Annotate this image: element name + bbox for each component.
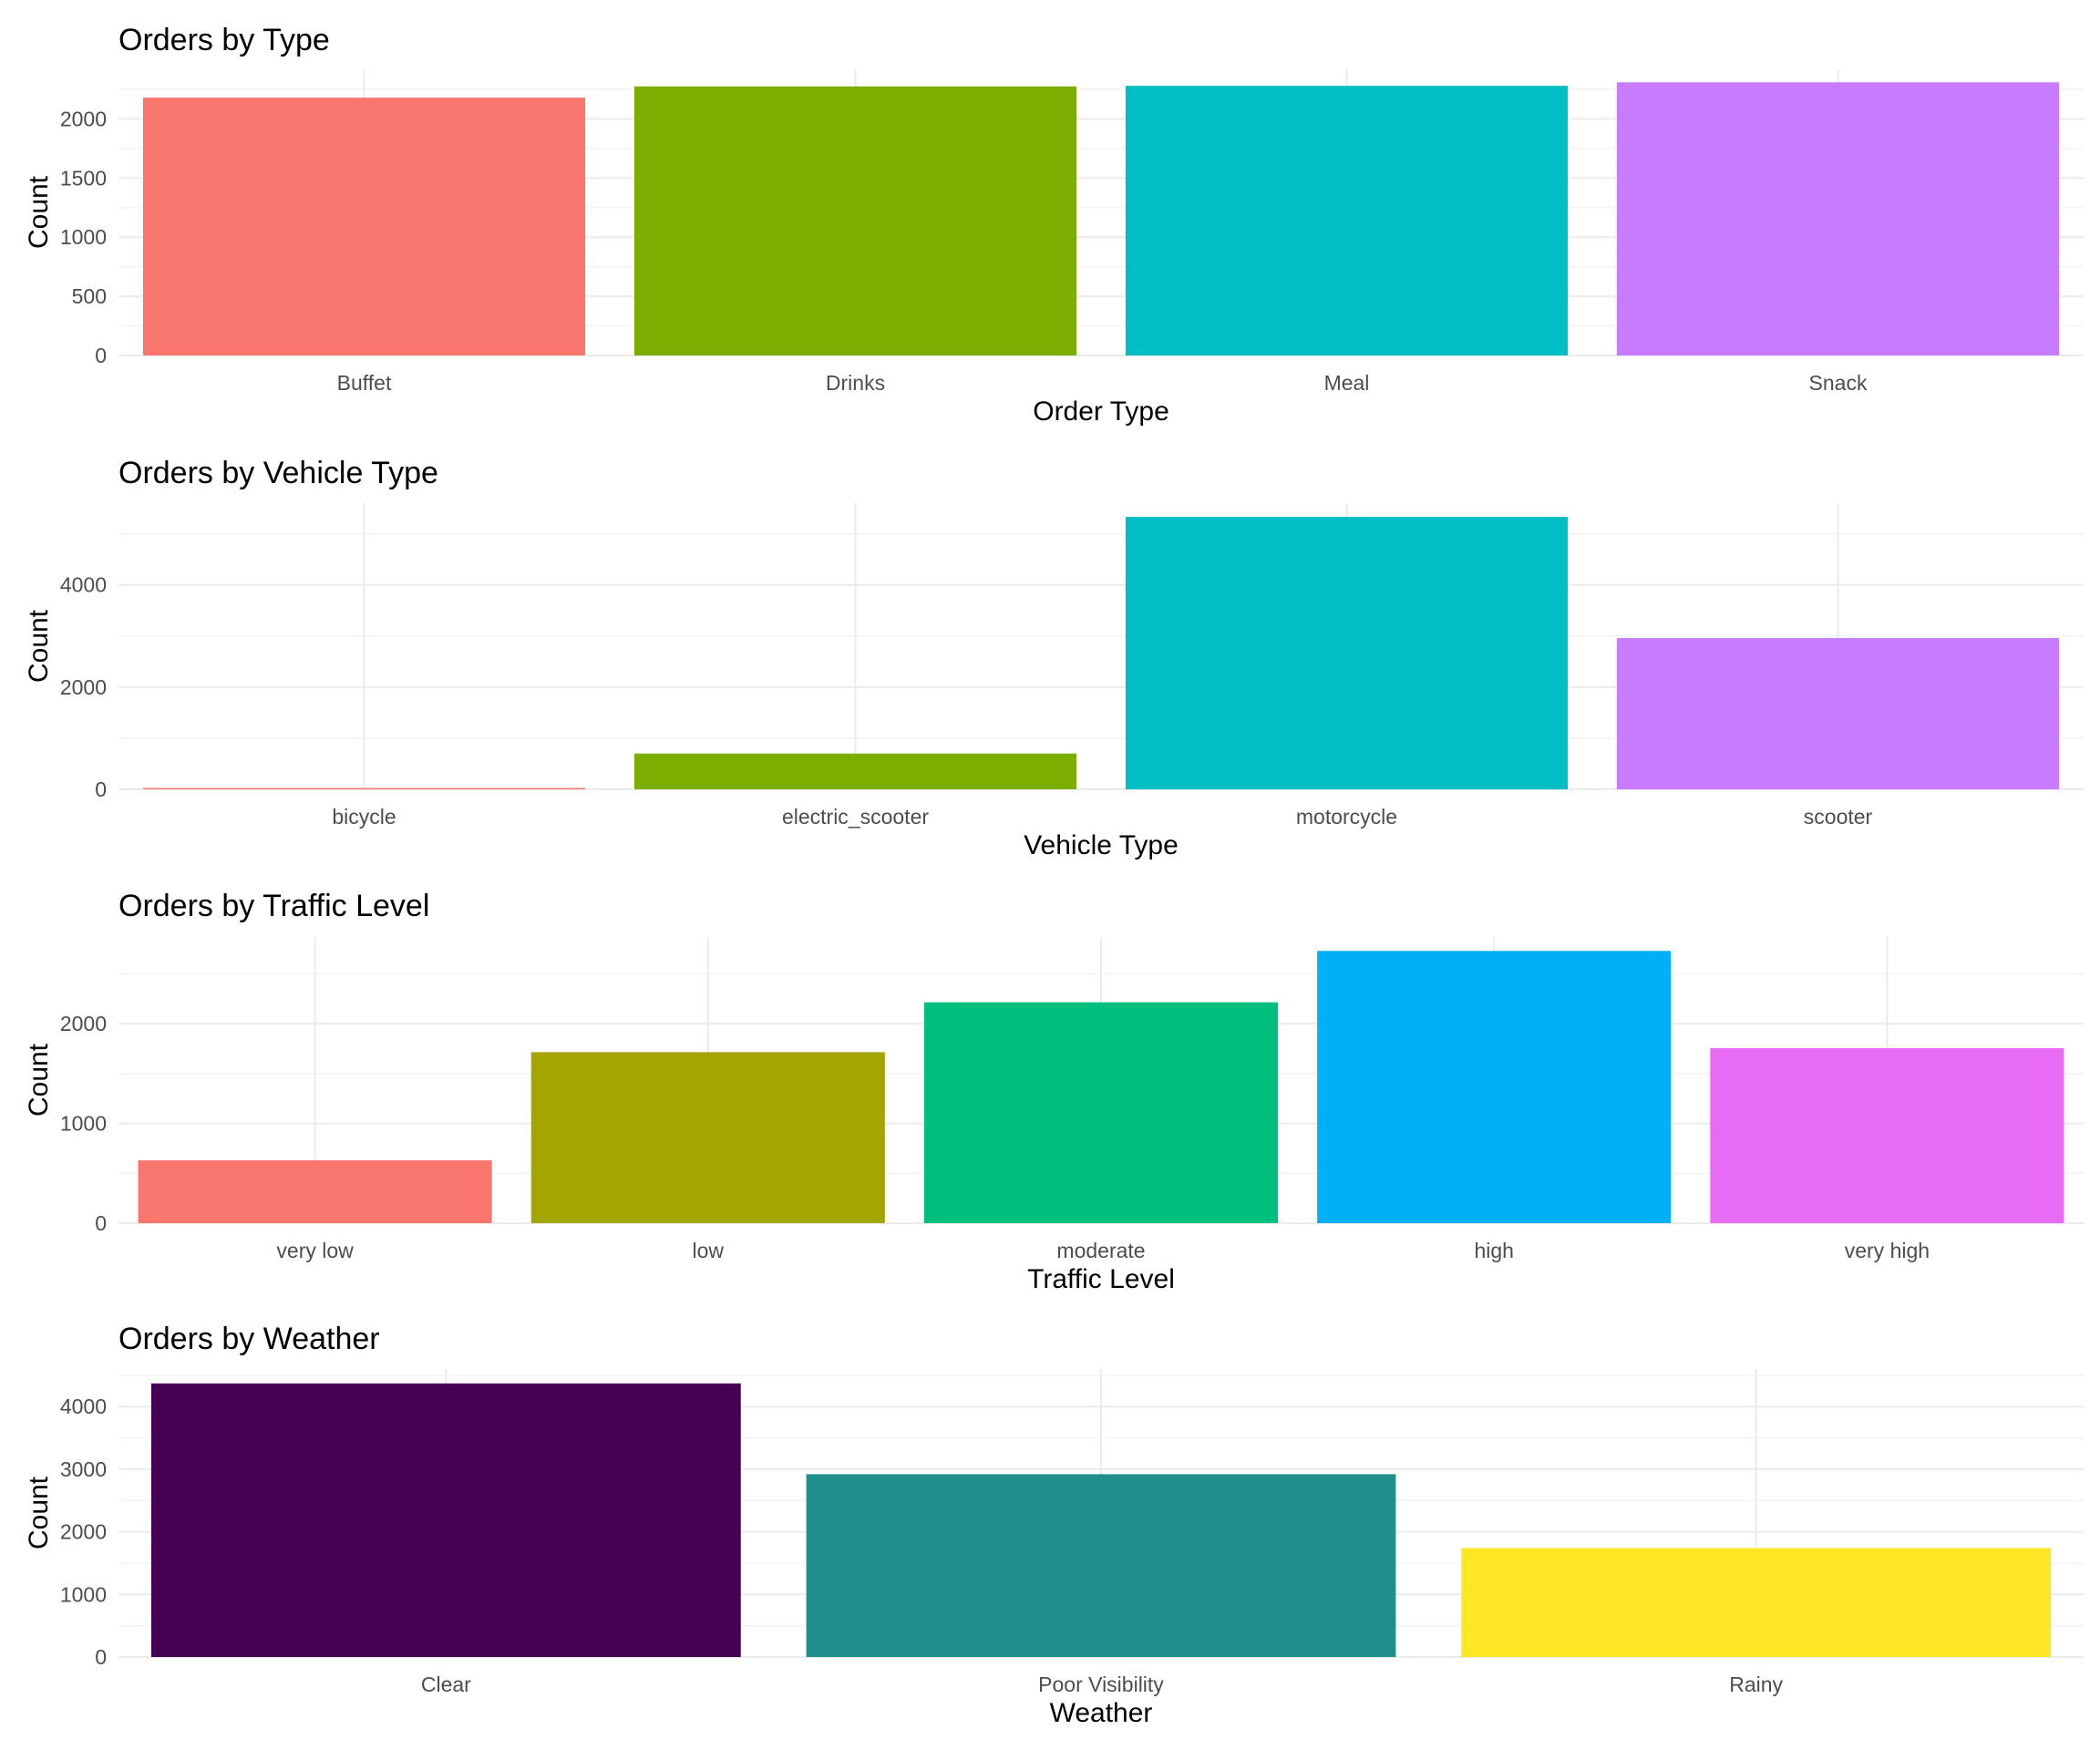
y-tick-label: 0 (95, 344, 107, 367)
bar-meal (1125, 86, 1569, 356)
bar-bicycle (142, 788, 586, 789)
x-axis-title: Vehicle Type (1024, 830, 1179, 860)
chart-title: Orders by Type (118, 23, 330, 57)
y-tick-label: 2000 (60, 1012, 107, 1035)
chart-panel-1: 0 500 1000 1500 2000 Buffet Drinks Meal Snack Ord… (24, 23, 2084, 427)
bar-drinks (633, 86, 1077, 355)
x-tick-label: scooter (1804, 805, 1873, 829)
x-axis-title: Traffic Level (1027, 1264, 1175, 1294)
bar-snack (1616, 82, 2060, 355)
bar-clear (150, 1383, 741, 1657)
chart-panel-4: 0 1000 2000 3000 4000 Clear Poor Visibility Rai… (24, 1322, 2084, 1728)
y-tick-label: 1000 (60, 1582, 107, 1606)
x-tick-label: Clear (421, 1673, 471, 1696)
y-tick-label: 4000 (60, 573, 107, 597)
y-tick-label: 2000 (60, 107, 107, 130)
chart-title: Orders by Vehicle Type (118, 456, 438, 490)
bar-electric_scooter (633, 753, 1077, 789)
bar-rainy (1461, 1548, 2052, 1657)
x-axis-title: Weather (1050, 1698, 1153, 1728)
x-tick-label: bicycle (332, 805, 396, 829)
x-tick-label: motorcycle (1296, 805, 1397, 829)
bar-low (530, 1052, 885, 1223)
x-tick-label: Rainy (1729, 1673, 1783, 1696)
y-axis-title: Count (24, 609, 54, 683)
x-tick-label: Drinks (826, 371, 885, 395)
x-tick-label: moderate (1056, 1239, 1145, 1262)
x-tick-label: very high (1845, 1239, 1930, 1262)
x-tick-label: electric_scooter (782, 805, 929, 829)
y-tick-label: 1500 (60, 166, 107, 190)
x-tick-label: very low (276, 1239, 354, 1262)
y-tick-label: 2000 (60, 1520, 107, 1544)
chart-panel-3: 0 1000 2000 very low low moderate high very hig… (24, 889, 2084, 1294)
bar-motorcycle (1125, 517, 1569, 789)
bar-very-high (1710, 1047, 2064, 1223)
y-axis-title: Count (24, 1043, 54, 1117)
y-tick-label: 3000 (60, 1457, 107, 1481)
x-tick-label: low (693, 1239, 725, 1262)
y-tick-label: 0 (95, 777, 107, 801)
x-tick-label: Buffet (337, 371, 392, 395)
bar-poor-visibility (806, 1474, 1396, 1657)
x-tick-label: Poor Visibility (1038, 1673, 1164, 1696)
y-tick-label: 2000 (60, 675, 107, 699)
x-tick-label: high (1474, 1239, 1513, 1262)
y-tick-label: 4000 (60, 1395, 107, 1418)
chart-title: Orders by Weather (118, 1322, 380, 1356)
bar-buffet (142, 98, 586, 355)
bar-scooter (1616, 638, 2060, 789)
bar-very-low (138, 1160, 492, 1223)
y-tick-label: 0 (95, 1211, 107, 1235)
x-axis-title: Order Type (1033, 396, 1169, 427)
y-tick-label: 1000 (60, 225, 107, 249)
bar-moderate (923, 1002, 1279, 1223)
chart-title: Orders by Traffic Level (118, 889, 429, 923)
y-axis-title: Count (24, 1476, 54, 1549)
y-tick-label: 500 (72, 284, 107, 308)
x-tick-label: Meal (1324, 371, 1370, 395)
y-tick-label: 1000 (60, 1112, 107, 1136)
x-tick-label: Snack (1809, 371, 1868, 395)
y-tick-label: 0 (95, 1645, 107, 1669)
chart-panel-2: 0 2000 4000 bicycle electric_scooter motorcyc… (24, 456, 2084, 860)
bar-high (1317, 951, 1672, 1223)
y-axis-title: Count (24, 175, 54, 249)
